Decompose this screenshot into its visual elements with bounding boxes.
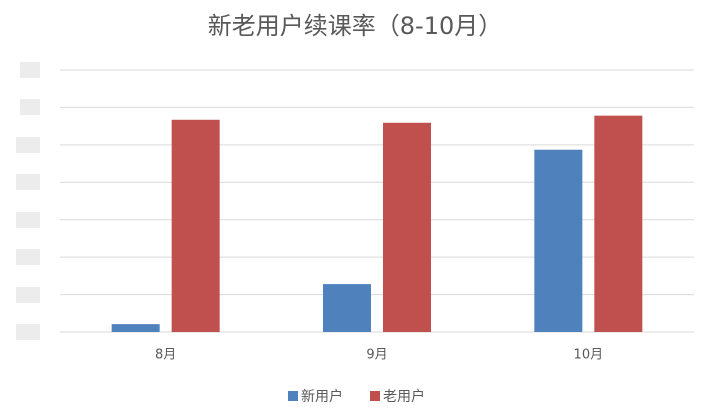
- bar: [171, 119, 220, 332]
- bar: [594, 115, 643, 332]
- blur: [16, 212, 40, 228]
- blurred-axis-labels: [16, 62, 40, 340]
- legend-label: 老用户: [383, 388, 425, 405]
- legend-swatch: [288, 391, 298, 401]
- blur: [20, 62, 40, 78]
- blur: [16, 137, 40, 153]
- bar: [383, 122, 431, 332]
- blur: [16, 287, 40, 303]
- bar: [534, 149, 583, 332]
- legend-label: 新用户: [301, 388, 343, 405]
- x-tick-label: 8月: [155, 348, 176, 363]
- chart-title: 新老用户续课率（8-10月）: [208, 12, 502, 40]
- blur: [16, 324, 40, 340]
- blur: [16, 249, 40, 265]
- legend-swatch: [370, 391, 380, 401]
- x-tick-label: 10月: [574, 348, 604, 363]
- bar: [111, 324, 160, 332]
- bar: [323, 284, 371, 332]
- x-tick-label: 9月: [366, 348, 387, 363]
- blur: [20, 99, 40, 115]
- blur: [16, 174, 40, 190]
